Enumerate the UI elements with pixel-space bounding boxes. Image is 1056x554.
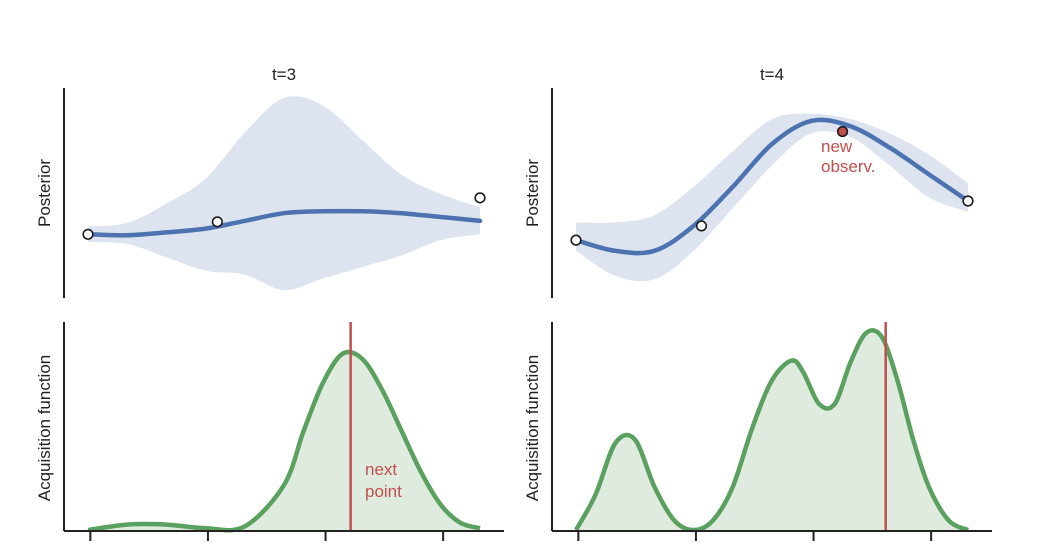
observation-point xyxy=(570,234,582,246)
annotation-line: next xyxy=(365,460,397,479)
acquisition-fill xyxy=(576,330,968,531)
panel-posterior-t3: t=3 Posterior xyxy=(35,65,486,298)
observation-point xyxy=(695,220,708,232)
annotation-line: observ. xyxy=(821,157,876,176)
confidence-band xyxy=(88,96,480,291)
observation-point xyxy=(962,195,974,207)
observation-point xyxy=(474,192,486,204)
plot-area xyxy=(574,322,969,533)
observation-point xyxy=(211,216,223,228)
panel-acquisition-t3: Acquisition function next point xyxy=(35,322,504,533)
plot-area xyxy=(87,322,481,533)
acquisition-fill xyxy=(88,351,480,531)
posterior-mean-line xyxy=(573,117,971,256)
y-axis-label: Posterior xyxy=(523,159,542,227)
panel-posterior-t4: t=4 Posterior new observ. xyxy=(523,65,974,298)
panel-acquisition-t4: Acquisition function xyxy=(523,322,992,533)
acquisition-line xyxy=(87,349,481,533)
panel-title: t=4 xyxy=(760,65,784,84)
y-axis-label: Acquisition function xyxy=(523,355,542,501)
posterior-mean-line xyxy=(85,208,483,238)
panel-title: t=3 xyxy=(272,65,296,84)
next-point-annotation: next point xyxy=(365,460,402,501)
plot-area xyxy=(570,113,974,282)
new-observation-point xyxy=(836,125,849,138)
acquisition-line xyxy=(574,328,969,533)
y-axis-label: Acquisition function xyxy=(35,355,54,501)
plot-area xyxy=(82,96,486,291)
y-axis-label: Posterior xyxy=(35,159,54,227)
observation-point xyxy=(82,228,94,240)
confidence-band xyxy=(576,113,968,282)
annotation-line: new xyxy=(821,137,853,156)
annotation-line: point xyxy=(365,482,402,501)
new-observation-annotation: new observ. xyxy=(821,137,876,176)
